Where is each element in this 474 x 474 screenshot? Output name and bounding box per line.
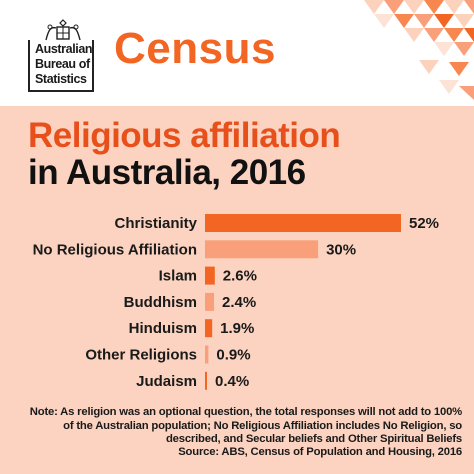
bar	[205, 319, 213, 338]
value-label: 52%	[409, 215, 439, 232]
census-title: Census	[114, 24, 276, 73]
category-label: Other Religions	[85, 347, 197, 364]
bar	[205, 240, 319, 259]
coat-of-arms-icon	[45, 19, 81, 41]
value-label: 1.9%	[220, 320, 254, 337]
bar	[205, 266, 215, 285]
religion-bar-chart: Christianity 52% No Religious Affiliation 3…	[33, 214, 439, 390]
value-label: 2.4%	[222, 294, 256, 311]
value-label: 2.6%	[223, 268, 257, 285]
category-label: Islam	[159, 268, 197, 285]
logo-text-box: Australian Bureau of Statistics	[28, 40, 94, 92]
logo-line-1: Australian	[35, 42, 93, 56]
value-label: 30%	[326, 241, 356, 258]
category-label: Buddhism	[124, 294, 197, 311]
chart-title: Religious affiliation	[28, 116, 341, 155]
category-label: No Religious Affiliation	[33, 241, 197, 258]
header-banner: Australian Bureau of Statistics Census	[0, 0, 474, 106]
chart-note: Note: As religion was an optional questi…	[29, 406, 462, 445]
bar	[205, 345, 209, 364]
chart-subtitle: in Australia, 2016	[28, 153, 306, 192]
logo-line-2: Bureau of	[35, 57, 90, 71]
value-label: 0.9%	[216, 347, 250, 364]
bar	[205, 292, 215, 311]
category-label: Judaism	[136, 373, 197, 390]
bar	[205, 371, 207, 390]
logo-line-3: Statistics	[35, 72, 87, 86]
bar	[205, 214, 401, 232]
abs-logo: Australian Bureau of Statistics	[28, 18, 98, 96]
category-label: Hinduism	[129, 320, 197, 337]
category-label: Christianity	[114, 215, 197, 232]
value-label: 0.4%	[215, 373, 249, 390]
chart-source: Source: ABS, Census of Population and Ho…	[178, 446, 462, 458]
decorative-triangles-icon	[364, 0, 474, 100]
